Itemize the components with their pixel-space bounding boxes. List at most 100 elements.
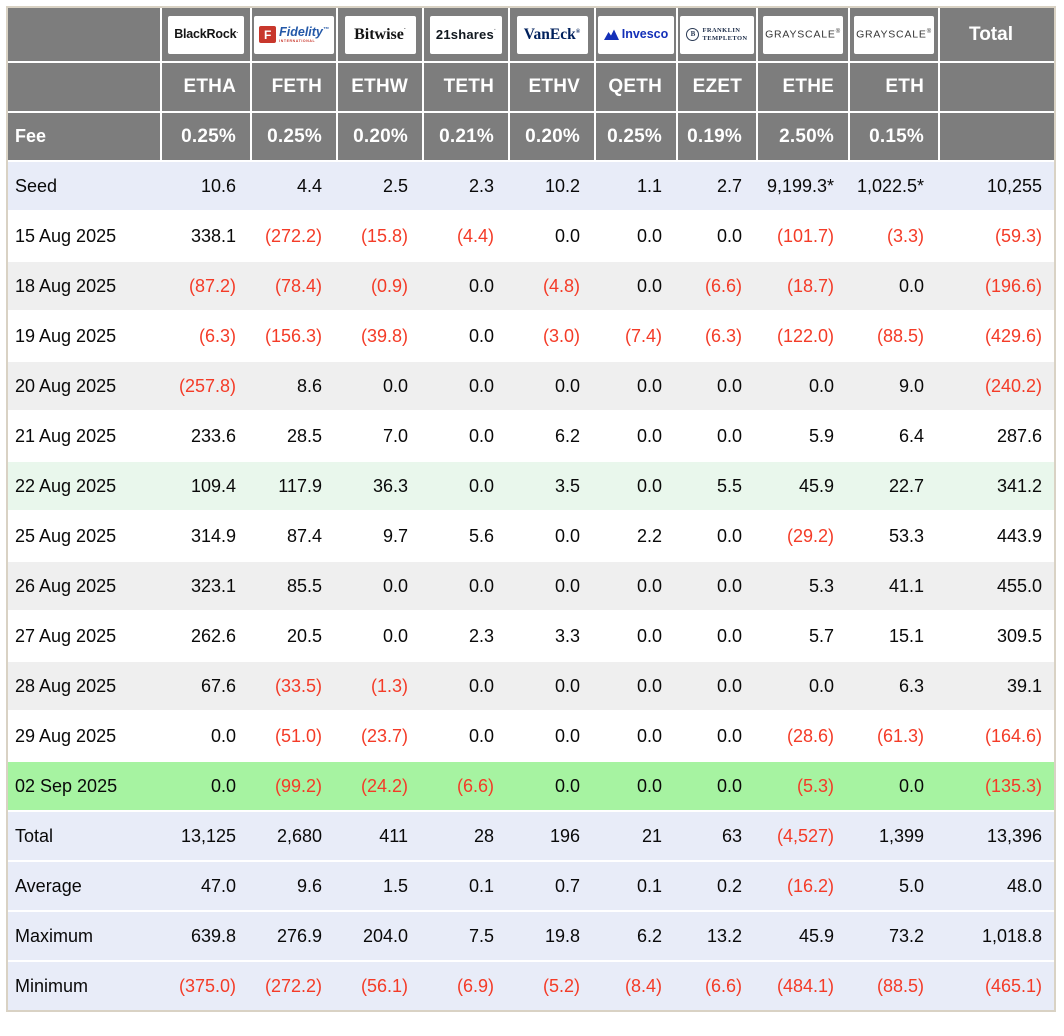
- row-total-value: (196.6): [938, 260, 1054, 310]
- row-label: 26 Aug 2025: [8, 560, 160, 610]
- flow-value: (3.0): [508, 310, 594, 360]
- flow-value: 36.3: [336, 460, 422, 510]
- row-total-value: 455.0: [938, 560, 1054, 610]
- bitwise-logo: Bitwise˙: [344, 15, 416, 54]
- flow-value: 0.0: [336, 360, 422, 410]
- row-total-value: 309.5: [938, 610, 1054, 660]
- flow-value: (23.7): [336, 710, 422, 760]
- row-label: 19 Aug 2025: [8, 310, 160, 360]
- row-total-value: 287.6: [938, 410, 1054, 460]
- flow-value: 0.0: [422, 410, 508, 460]
- flow-value: 5.0: [848, 860, 938, 910]
- provider-cell-franklin: B FRANKLIN TEMPLETON: [676, 8, 756, 61]
- row-total-value: 39.1: [938, 660, 1054, 710]
- table-header: BlackRock. F Fidelity™ INTERNATIONAL Bitwise…: [8, 8, 1054, 160]
- row-total-value: (164.6): [938, 710, 1054, 760]
- corner-cell: [8, 61, 160, 111]
- flow-value: 0.0: [160, 760, 250, 810]
- provider-cell-blackrock: BlackRock.: [160, 8, 250, 61]
- flow-value: (88.5): [848, 960, 938, 1010]
- grayscale-logo: GRAYSCALE®: [854, 15, 934, 54]
- flow-value: (5.2): [508, 960, 594, 1010]
- flow-value: 5.6: [422, 510, 508, 560]
- flow-value: 314.9: [160, 510, 250, 560]
- flow-value: 0.1: [422, 860, 508, 910]
- flow-value: 0.0: [676, 660, 756, 710]
- table-row-average: Average 47.0 9.6 1.5 0.1 0.7 0.1 0.2 (16.2) 5.0 48…: [8, 860, 1054, 910]
- invesco-mountain-icon: [603, 29, 619, 40]
- flow-value: (18.7): [756, 260, 848, 310]
- flow-value: (257.8): [160, 360, 250, 410]
- flow-value: 2.7: [676, 160, 756, 210]
- flow-value: 0.0: [336, 560, 422, 610]
- flow-value: 0.2: [676, 860, 756, 910]
- flow-value: 1,399: [848, 810, 938, 860]
- flow-value: 0.0: [508, 510, 594, 560]
- flow-value: 9.7: [336, 510, 422, 560]
- row-label: Average: [8, 860, 160, 910]
- flow-value: 10.6: [160, 160, 250, 210]
- flow-value: 0.0: [676, 210, 756, 260]
- flow-value: 22.7: [848, 460, 938, 510]
- flow-value: (484.1): [756, 960, 848, 1010]
- flow-value: 9.0: [848, 360, 938, 410]
- flow-value: (24.2): [336, 760, 422, 810]
- flow-value: 0.0: [676, 410, 756, 460]
- flow-value: (122.0): [756, 310, 848, 360]
- flow-value: (99.2): [250, 760, 336, 810]
- fee-ETHW: 0.20%: [336, 111, 422, 160]
- flow-value: 0.0: [594, 260, 676, 310]
- flow-value: 0.0: [508, 660, 594, 710]
- flow-value: 0.0: [508, 210, 594, 260]
- flow-value: (61.3): [848, 710, 938, 760]
- ticker-FETH: FETH: [250, 61, 336, 111]
- table-row-21-aug-2025: 21 Aug 2025 233.6 28.5 7.0 0.0 6.2 0.0 0.0 5.9 6.…: [8, 410, 1054, 460]
- fee-TETH: 0.21%: [422, 111, 508, 160]
- row-label: Seed: [8, 160, 160, 210]
- flow-value: 3.5: [508, 460, 594, 510]
- flow-value: 639.8: [160, 910, 250, 960]
- flow-value: (51.0): [250, 710, 336, 760]
- flow-value: 1.1: [594, 160, 676, 210]
- flow-value: 20.5: [250, 610, 336, 660]
- provider-cell-invesco: Invesco: [594, 8, 676, 61]
- fee-ETHA: 0.25%: [160, 111, 250, 160]
- flow-value: 6.3: [848, 660, 938, 710]
- flow-value: 6.4: [848, 410, 938, 460]
- flow-value: 0.0: [508, 710, 594, 760]
- flow-value: 19.8: [508, 910, 594, 960]
- flow-value: 411: [336, 810, 422, 860]
- table-row-19-aug-2025: 19 Aug 2025 (6.3) (156.3) (39.8) 0.0 (3.0) (7.…: [8, 310, 1054, 360]
- flow-value: 45.9: [756, 910, 848, 960]
- flow-value: (28.6): [756, 710, 848, 760]
- flow-value: 5.9: [756, 410, 848, 460]
- flow-value: 0.0: [594, 410, 676, 460]
- flow-value: 5.7: [756, 610, 848, 660]
- flow-value: 2.5: [336, 160, 422, 210]
- flow-value: (101.7): [756, 210, 848, 260]
- provider-logo-row: BlackRock. F Fidelity™ INTERNATIONAL Bitwise…: [8, 8, 1054, 61]
- table-row-18-aug-2025: 18 Aug 2025 (87.2) (78.4) (0.9) 0.0 (4.8) 0.0(…: [8, 260, 1054, 310]
- flow-value: 0.0: [848, 760, 938, 810]
- flow-value: (56.1): [336, 960, 422, 1010]
- flow-value: 0.0: [676, 360, 756, 410]
- vaneck-logo: VanEck®: [516, 15, 588, 54]
- flow-value: 0.0: [336, 610, 422, 660]
- flow-value: 7.5: [422, 910, 508, 960]
- flow-value: (6.6): [676, 260, 756, 310]
- flow-value: (6.3): [160, 310, 250, 360]
- row-total-value: 13,396: [938, 810, 1054, 860]
- row-total-value: (135.3): [938, 760, 1054, 810]
- flow-value: 109.4: [160, 460, 250, 510]
- invesco-logo: Invesco: [597, 15, 675, 54]
- provider-cell-grayscale: GRAYSCALE®: [848, 8, 938, 61]
- flow-value: 0.0: [676, 710, 756, 760]
- flow-value: 4.4: [250, 160, 336, 210]
- row-label: Maximum: [8, 910, 160, 960]
- flow-value: 28.5: [250, 410, 336, 460]
- row-label: Minimum: [8, 960, 160, 1010]
- flow-value: 13.2: [676, 910, 756, 960]
- flow-value: (8.4): [594, 960, 676, 1010]
- table-row-20-aug-2025: 20 Aug 2025 (257.8) 8.6 0.0 0.0 0.0 0.0 0.0 0.0 9…: [8, 360, 1054, 410]
- ticker-ETHE: ETHE: [756, 61, 848, 111]
